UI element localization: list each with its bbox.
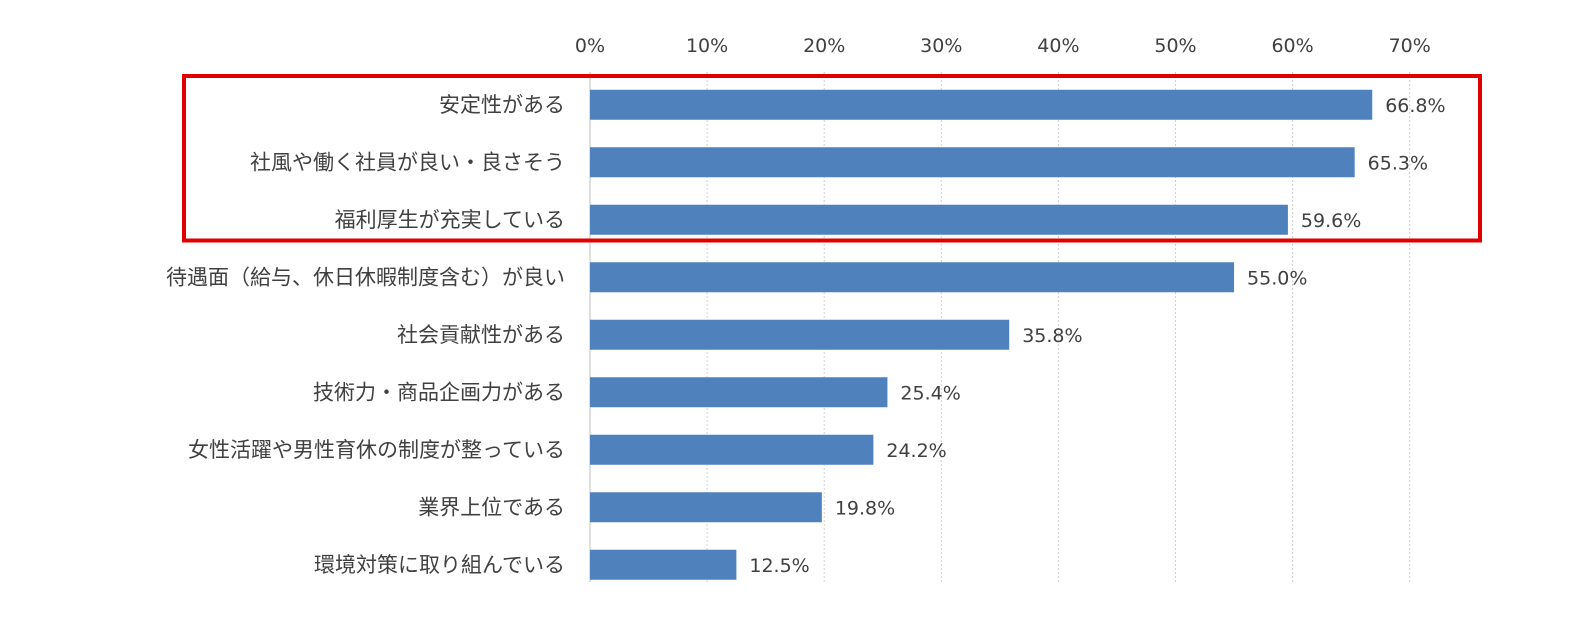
- bar-2: [590, 204, 1288, 235]
- data-label: 35.8%: [1022, 325, 1082, 347]
- category-label: 技術力・商品企画力がある: [313, 380, 565, 404]
- x-tick-label: 0%: [575, 35, 605, 57]
- bar-1: [590, 147, 1355, 178]
- data-label: 65.3%: [1368, 152, 1428, 174]
- category-label: 女性活躍や男性育休の制度が整っている: [188, 438, 565, 462]
- bar-6: [590, 434, 874, 465]
- x-tick-label: 30%: [920, 35, 962, 57]
- category-label: 業界上位である: [418, 495, 565, 519]
- category-label: 待遇面（給与、休日休暇制度含む）が良い: [166, 265, 565, 289]
- x-tick-label: 20%: [803, 35, 845, 57]
- category-label: 社会貢献性がある: [397, 323, 565, 347]
- data-label: 59.6%: [1301, 210, 1361, 232]
- data-label: 24.2%: [886, 440, 946, 462]
- highlight-box: [182, 74, 1482, 243]
- data-labels: 66.8% 65.3% 59.6% 55.0% 35.8% 25.4% 24.2% 19.8%…: [749, 95, 1445, 577]
- x-axis-ticks: 0% 10% 20% 30% 40% 50% 60% 70%: [575, 35, 1431, 57]
- bar-5: [590, 377, 888, 408]
- data-label: 12.5%: [749, 555, 809, 577]
- bar-4: [590, 319, 1010, 350]
- data-label: 55.0%: [1247, 267, 1307, 289]
- category-label: 福利厚生が充実している: [335, 208, 565, 232]
- category-label: 社風や働く社員が良い・良さそう: [250, 150, 565, 174]
- category-labels: 安定性がある社風や働く社員が良い・良さそう福利厚生が充実している待遇面（給与、休…: [166, 93, 565, 577]
- bar-8: [590, 549, 737, 580]
- x-tick-label: 50%: [1154, 35, 1196, 57]
- bars: [590, 89, 1373, 580]
- category-label: 安定性がある: [439, 93, 565, 117]
- data-label: 25.4%: [900, 382, 960, 404]
- bar-7: [590, 492, 822, 523]
- x-tick-label: 60%: [1271, 35, 1313, 57]
- x-tick-label: 10%: [686, 35, 728, 57]
- x-tick-label: 40%: [1037, 35, 1079, 57]
- x-tick-label: 70%: [1389, 35, 1431, 57]
- bar-3: [590, 262, 1235, 293]
- data-label: 66.8%: [1385, 95, 1445, 117]
- data-label: 19.8%: [835, 497, 895, 519]
- bar-0: [590, 89, 1373, 120]
- category-label: 環境対策に取り組んでいる: [314, 553, 565, 577]
